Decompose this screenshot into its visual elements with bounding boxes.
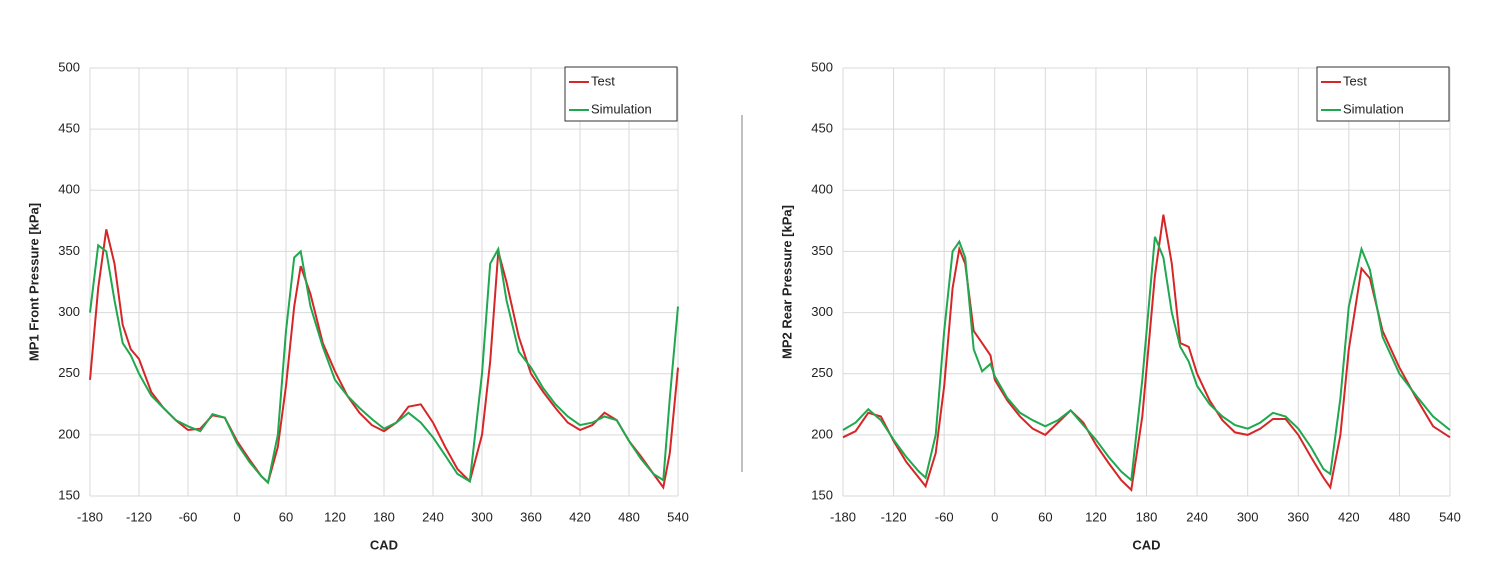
y-tick-label: 500 <box>811 59 833 74</box>
legend-box <box>1316 66 1450 122</box>
y-tick-label: 350 <box>811 243 833 258</box>
x-tick-label: 0 <box>233 509 240 524</box>
x-tick-label: 540 <box>667 509 689 524</box>
y-tick-label: 300 <box>58 304 80 319</box>
y-tick-label: 250 <box>58 365 80 380</box>
x-tick-label: -120 <box>126 509 152 524</box>
y-tick-label: 500 <box>58 59 80 74</box>
x-tick-label: 60 <box>1038 509 1052 524</box>
x-tick-label: -180 <box>77 509 103 524</box>
y-tick-label: 400 <box>811 182 833 197</box>
y-tick-label: 150 <box>811 487 833 502</box>
x-tick-label: 120 <box>324 509 346 524</box>
y-tick-label: 200 <box>58 426 80 441</box>
y-tick-label: 350 <box>58 243 80 258</box>
y-axis-title: MP2 Rear Pressure [kPa] <box>779 205 794 359</box>
y-tick-label: 250 <box>811 365 833 380</box>
series-line <box>842 236 1451 483</box>
series-line <box>89 243 679 485</box>
x-tick-label: -120 <box>881 509 907 524</box>
x-tick-label: 300 <box>1237 509 1259 524</box>
x-tick-label: -60 <box>179 509 198 524</box>
x-tick-label: -180 <box>830 509 856 524</box>
legend-label: Simulation <box>591 101 652 116</box>
x-tick-label: 0 <box>991 509 998 524</box>
legend-box <box>564 66 678 122</box>
y-axis-title: MP1 Front Pressure [kPa] <box>26 203 41 361</box>
y-tick-label: 200 <box>811 426 833 441</box>
y-tick-label: 450 <box>811 121 833 136</box>
x-tick-label: 540 <box>1439 509 1461 524</box>
x-tick-label: 120 <box>1085 509 1107 524</box>
y-tick-label: 400 <box>58 182 80 197</box>
x-tick-label: 360 <box>520 509 542 524</box>
chart: 150 200 250 300 350 400 450 500 -180 -120 -60 0 60 12… <box>26 59 688 552</box>
x-tick-label: 420 <box>569 509 591 524</box>
x-tick-label: 480 <box>618 509 640 524</box>
x-tick-label: 240 <box>422 509 444 524</box>
y-tick-label: 450 <box>58 121 80 136</box>
x-axis-title: CAD <box>1132 537 1160 552</box>
x-tick-label: 480 <box>1389 509 1411 524</box>
x-axis-title: CAD <box>370 537 398 552</box>
y-tick-label: 150 <box>58 487 80 502</box>
x-tick-label: 240 <box>1186 509 1208 524</box>
x-tick-label: 420 <box>1338 509 1360 524</box>
chart: 150 200 250 300 350 400 450 500 -180 -120 -60 0 60 12… <box>779 59 1460 552</box>
x-tick-label: 180 <box>1136 509 1158 524</box>
legend-label: Test <box>1343 73 1367 88</box>
legend-label: Test <box>591 73 615 88</box>
x-tick-label: 180 <box>373 509 395 524</box>
legend-label: Simulation <box>1343 101 1404 116</box>
y-tick-label: 300 <box>811 304 833 319</box>
series-line <box>842 214 1451 492</box>
x-tick-label: 360 <box>1287 509 1309 524</box>
x-tick-label: 60 <box>279 509 293 524</box>
x-tick-label: 300 <box>471 509 493 524</box>
x-tick-label: -60 <box>935 509 954 524</box>
